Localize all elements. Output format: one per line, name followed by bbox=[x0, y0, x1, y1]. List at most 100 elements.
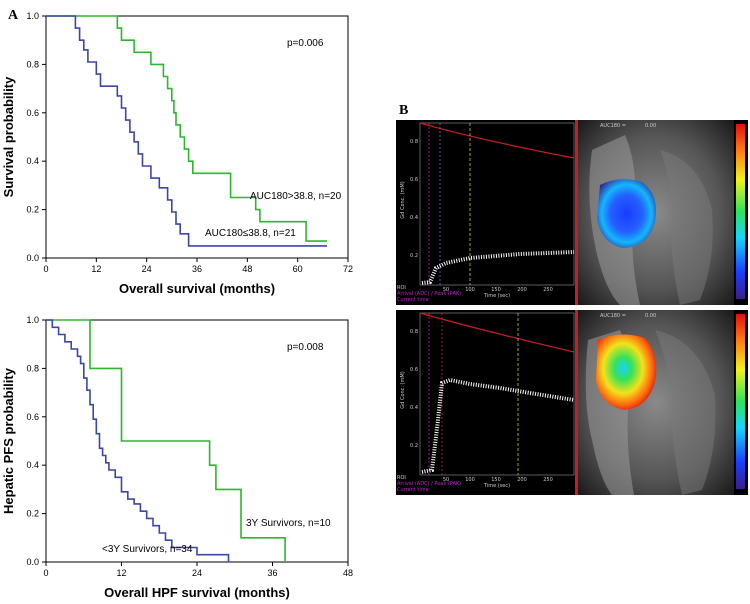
x-tick-label: 60 bbox=[293, 264, 303, 274]
mri-panel-bottom: Gd Conc. (mM) Time (sec) 50 100 150 200 … bbox=[396, 310, 748, 495]
y-tick-label: 0.6 bbox=[26, 412, 39, 422]
y-axis-ticks: 0.0 0.2 0.4 0.6 0.8 1.0 bbox=[26, 11, 46, 263]
y-tick-label: 0.2 bbox=[26, 205, 39, 215]
x-axis-ticks: 0 12 24 36 48 60 72 bbox=[43, 258, 353, 274]
x-axis-ticks: 0 12 24 36 48 bbox=[43, 562, 353, 578]
auc-value: 0.00 bbox=[645, 123, 656, 129]
colorbar bbox=[736, 124, 745, 299]
aif-curve bbox=[419, 312, 575, 353]
colorbar bbox=[736, 314, 745, 489]
aif-curve bbox=[419, 122, 575, 159]
curve-frame bbox=[419, 312, 575, 476]
abdominal-tissue bbox=[655, 330, 716, 495]
x-tick-label: 48 bbox=[343, 568, 353, 578]
arrival-label: Arrival (ADC) / Peak (PAK) bbox=[397, 291, 461, 297]
x-tick-label: 36 bbox=[192, 264, 202, 274]
svg-text:50: 50 bbox=[443, 477, 449, 483]
x-tick-label: 12 bbox=[116, 568, 126, 578]
tumor-perfusion-map bbox=[597, 179, 657, 248]
panel-divider bbox=[575, 120, 578, 305]
roi-label: ROI bbox=[397, 285, 406, 291]
y-tick-label: 0.4 bbox=[26, 156, 39, 166]
series-label-blue: AUC180≤38.8, n=21 bbox=[205, 228, 296, 239]
series-group bbox=[46, 15, 327, 247]
x-tick-label: 48 bbox=[242, 264, 252, 274]
y-tick-label: 1.0 bbox=[26, 315, 39, 325]
x-tick-label: 0 bbox=[43, 568, 48, 578]
current-time-label: Current time bbox=[397, 487, 429, 493]
y-tick-label: 0.8 bbox=[26, 59, 39, 69]
km-plot-overall-survival: 0.0 0.2 0.4 0.6 0.8 1.0 0 12 24 36 48 60 72 Surviva… bbox=[1, 11, 353, 296]
panel-label-b: B bbox=[399, 103, 408, 118]
p-value-label: p=0.008 bbox=[287, 342, 324, 353]
y-tick-label: 0.8 bbox=[26, 363, 39, 373]
auc-header: AUC180 = bbox=[600, 313, 626, 319]
y-axis-label: Hepatic PFS probability bbox=[1, 367, 16, 514]
svg-text:0.8: 0.8 bbox=[410, 329, 418, 335]
svg-text:50: 50 bbox=[443, 287, 449, 293]
curve-y-label: Gd Conc. (mM) bbox=[400, 371, 406, 408]
svg-text:150: 150 bbox=[491, 477, 501, 483]
km-curve-blue bbox=[46, 319, 230, 562]
y-tick-label: 0.0 bbox=[26, 253, 39, 263]
svg-text:200: 200 bbox=[517, 287, 527, 293]
km-curve-green bbox=[46, 15, 327, 242]
svg-text:0.2: 0.2 bbox=[410, 443, 418, 449]
km-curve-blue bbox=[46, 15, 327, 247]
x-axis-label: Overall HPF survival (months) bbox=[104, 585, 290, 600]
curve-x-ticks: 50 100 150 200 250 bbox=[443, 287, 553, 293]
concentration-curve-plot: Gd Conc. (mM) Time (sec) 50 100 150 200 … bbox=[397, 312, 575, 493]
mri-panel-top: Gd Conc. (mM) Time (sec) 50 100 150 200 … bbox=[396, 120, 748, 305]
mri-image-top: AUC180 = 0.00 bbox=[578, 120, 745, 305]
curve-x-label: Time (sec) bbox=[483, 483, 510, 489]
y-tick-label: 0.4 bbox=[26, 460, 39, 470]
svg-text:0.6: 0.6 bbox=[410, 367, 418, 373]
y-tick-label: 1.0 bbox=[26, 11, 39, 21]
series-group bbox=[46, 319, 286, 562]
curve-frame bbox=[419, 122, 575, 286]
abdominal-tissue bbox=[660, 150, 713, 305]
curve-x-ticks: 50 100 150 200 250 bbox=[443, 477, 553, 483]
svg-text:100: 100 bbox=[465, 287, 475, 293]
x-tick-label: 24 bbox=[192, 568, 202, 578]
svg-text:150: 150 bbox=[491, 287, 501, 293]
tumor-perfusion-map bbox=[596, 334, 657, 410]
x-tick-label: 72 bbox=[343, 264, 353, 274]
series-label-green: 3Y Survivors, n=10 bbox=[246, 518, 331, 529]
svg-text:0.4: 0.4 bbox=[410, 405, 418, 411]
series-label-green: AUC180>38.8, n=20 bbox=[250, 191, 342, 202]
curve-x-label: Time (sec) bbox=[483, 293, 510, 299]
y-tick-label: 0.6 bbox=[26, 108, 39, 118]
svg-text:250: 250 bbox=[543, 477, 553, 483]
auc-header: AUC180 = bbox=[600, 123, 626, 129]
y-tick-label: 0.0 bbox=[26, 557, 39, 567]
tissue-curve bbox=[421, 250, 575, 285]
svg-text:100: 100 bbox=[465, 477, 475, 483]
svg-text:0.6: 0.6 bbox=[410, 177, 418, 183]
roi-label: ROI bbox=[397, 475, 406, 481]
svg-text:0.4: 0.4 bbox=[410, 215, 418, 221]
svg-text:250: 250 bbox=[543, 287, 553, 293]
curve-y-ticks: 0.2 0.4 0.6 0.8 bbox=[410, 329, 418, 449]
concentration-curve-plot: Gd Conc. (mM) Time (sec) 50 100 150 200 … bbox=[397, 122, 575, 303]
km-plot-hepatic-pfs: 0.0 0.2 0.4 0.6 0.8 1.0 0 12 24 36 48 Hepatic PFS… bbox=[1, 315, 353, 600]
km-curve-green bbox=[46, 319, 286, 562]
auc-value: 0.00 bbox=[645, 313, 656, 319]
svg-text:200: 200 bbox=[517, 477, 527, 483]
y-axis-ticks: 0.0 0.2 0.4 0.6 0.8 1.0 bbox=[26, 315, 46, 567]
x-axis-label: Overall survival (months) bbox=[119, 281, 275, 296]
curve-y-ticks: 0.2 0.4 0.6 0.8 bbox=[410, 139, 418, 259]
series-label-blue: <3Y Survivors, n=34 bbox=[102, 544, 193, 555]
arrival-label: Arrival (ADC) / Peak (PAK) bbox=[397, 481, 461, 487]
plot-frame bbox=[45, 15, 349, 259]
panel-label-a: A bbox=[8, 8, 19, 23]
mri-image-bottom: AUC180 = 0.00 bbox=[578, 310, 745, 495]
x-tick-label: 24 bbox=[142, 264, 152, 274]
p-value-label: p=0.006 bbox=[287, 38, 324, 49]
x-tick-label: 0 bbox=[43, 264, 48, 274]
svg-text:0.2: 0.2 bbox=[410, 253, 418, 259]
y-tick-label: 0.2 bbox=[26, 509, 39, 519]
x-tick-label: 36 bbox=[267, 568, 277, 578]
x-tick-label: 12 bbox=[91, 264, 101, 274]
